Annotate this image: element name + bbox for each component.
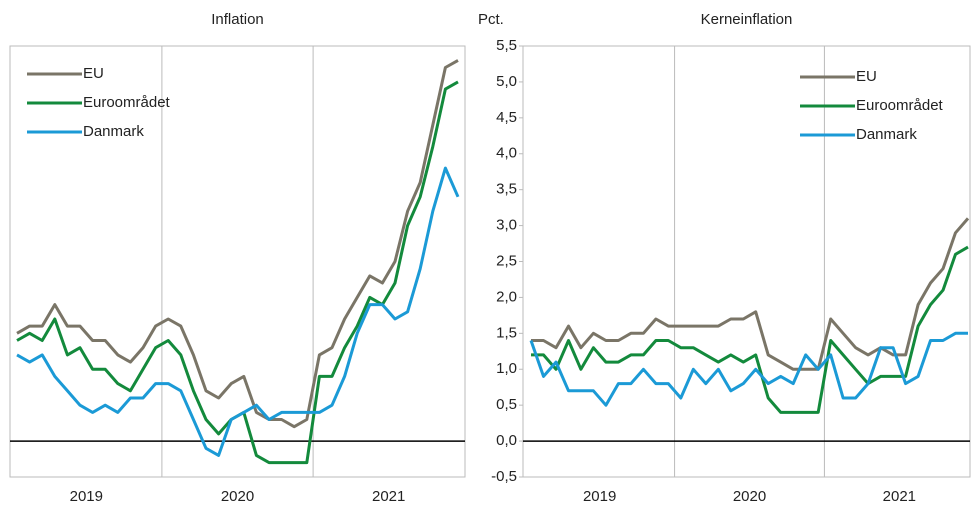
- y-tick-label: 1,0: [496, 360, 517, 377]
- legend-label: Danmark: [83, 123, 144, 140]
- x-tick-label: 2019: [70, 488, 103, 505]
- y-axis-label: Pct.: [478, 11, 504, 28]
- x-tick-label: 2020: [221, 488, 254, 505]
- y-tick-label: 1,5: [496, 324, 517, 341]
- x-tick-label: 2021: [883, 488, 916, 505]
- plot-frame: [9, 45, 466, 478]
- legend-label: EU: [856, 68, 877, 85]
- chart-title: Kerneinflation: [701, 11, 793, 28]
- y-tick-label: 3,0: [496, 217, 517, 234]
- y-tick-label: 0,5: [496, 396, 517, 413]
- y-tick-label: 4,0: [496, 145, 517, 162]
- legend-label: Euroområdet: [856, 97, 944, 114]
- series-line: [531, 217, 970, 371]
- y-tick-label: -0,5: [491, 468, 517, 485]
- y-tick-label: 3,5: [496, 181, 517, 198]
- y-tick-label: 2,0: [496, 288, 517, 305]
- chart-title: Inflation: [211, 11, 264, 28]
- legend-label: Danmark: [856, 126, 917, 143]
- y-tick-label: 0,0: [496, 432, 517, 449]
- y-tick-label: 4,5: [496, 109, 517, 126]
- x-tick-label: 2021: [372, 488, 405, 505]
- y-tick-label: 5,0: [496, 73, 517, 90]
- series-line: [529, 331, 968, 407]
- series-line: [16, 59, 459, 429]
- y-tick-label: 2,5: [496, 252, 517, 269]
- y-tick-label: 5,5: [496, 37, 517, 54]
- series-line: [16, 166, 460, 457]
- legend-label: EU: [83, 65, 104, 82]
- legend-label: Euroområdet: [83, 94, 171, 111]
- x-tick-label: 2019: [583, 488, 616, 505]
- x-tick-label: 2020: [733, 488, 766, 505]
- series-line: [531, 245, 969, 414]
